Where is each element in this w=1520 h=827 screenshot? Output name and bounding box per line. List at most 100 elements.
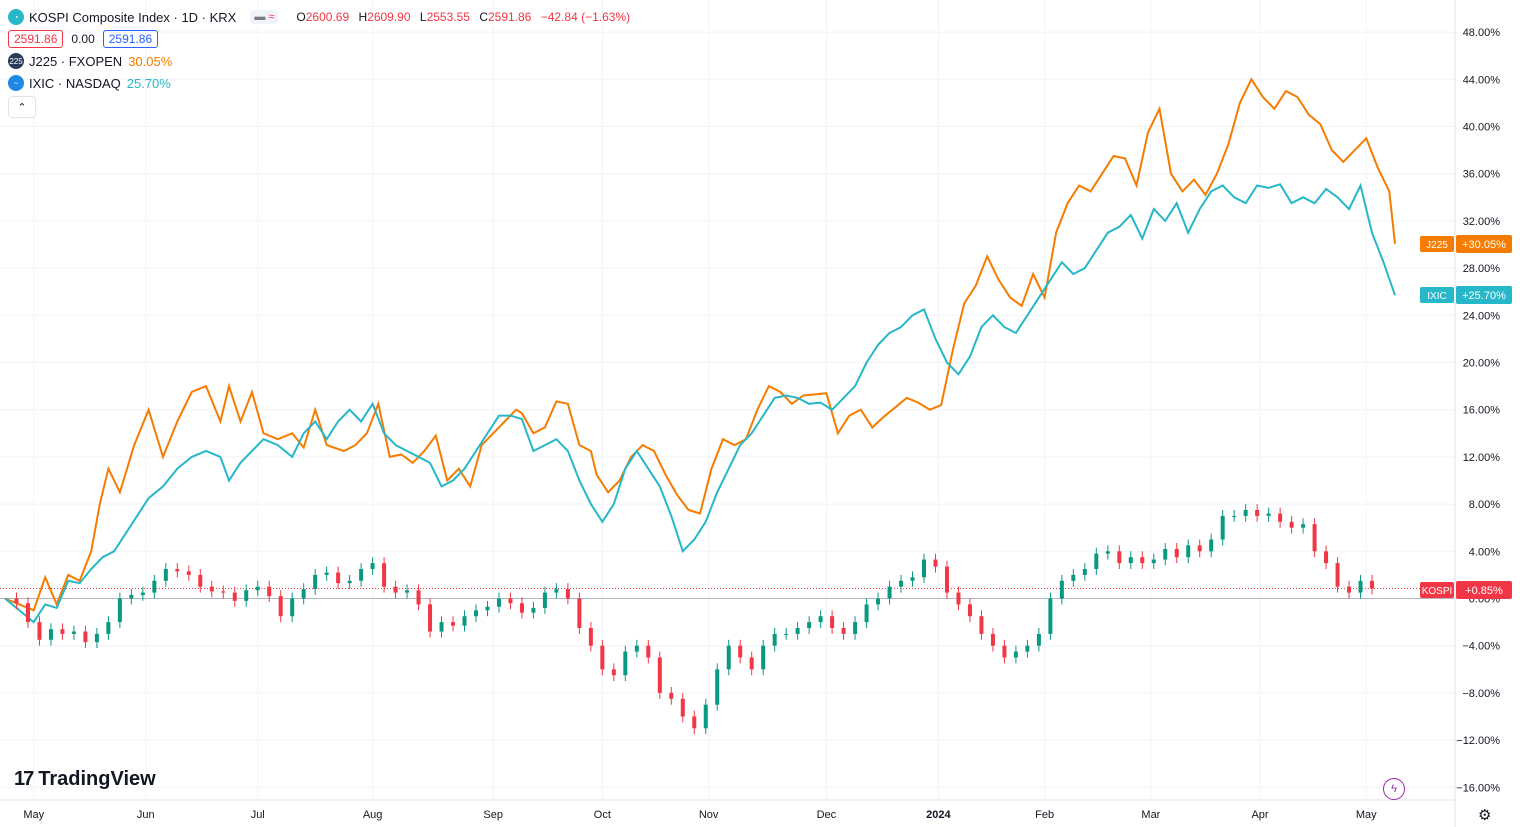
candle-body [405, 590, 410, 593]
x-tick-label: May [1356, 809, 1377, 821]
y-tick-label: 24.00% [1463, 310, 1501, 322]
candle-body [1151, 559, 1156, 564]
x-tick-label: Jun [137, 809, 155, 821]
candle-body [588, 628, 593, 646]
candle-body [646, 645, 651, 658]
candle-body [175, 569, 180, 572]
candle-body [1220, 515, 1225, 540]
price-tag-name: IXIC [1427, 291, 1446, 302]
candle-body [186, 571, 191, 575]
candle-body [967, 604, 972, 617]
visibility-toggle[interactable]: ▬ ≈ [250, 10, 279, 24]
ixic-name: IXIC · NASDAQ [29, 75, 121, 91]
candle-body [910, 577, 915, 581]
candle-body [864, 604, 869, 623]
candle-body [611, 669, 616, 676]
symbol-title[interactable]: KOSPI Composite Index · 1D · KRX [29, 9, 237, 25]
candle-body [680, 698, 685, 717]
candle-body [1197, 545, 1202, 552]
candle-body [657, 657, 662, 693]
candle-body [244, 590, 249, 601]
ixic-icon: ~ [8, 75, 24, 91]
price-tag-kospi: KOSPI +0.85% [1420, 581, 1512, 599]
tradingview-logo[interactable]: 17 TradingView [14, 768, 156, 791]
candle-body [542, 592, 547, 608]
candle-body [485, 606, 490, 611]
x-tick-label: May [23, 809, 44, 821]
logo-text: TradingView [38, 768, 156, 790]
candle-body [623, 651, 628, 676]
j225-name: J225 · FXOPEN [29, 53, 123, 69]
compare-row-j225[interactable]: 225 J225 · FXOPEN 30.05% [8, 50, 636, 72]
tradingview-logo-icon: 17 [14, 768, 34, 790]
candle-body [359, 569, 364, 581]
candle-body [1128, 557, 1133, 564]
candle-body [577, 598, 582, 628]
candle-body [1358, 580, 1363, 593]
y-tick-label: 32.00% [1463, 216, 1501, 228]
price-tag-symbol [1420, 236, 1454, 252]
price-tag-value: +25.70% [1462, 290, 1506, 302]
candle-body [830, 616, 835, 628]
y-tick-label: 36.00% [1463, 169, 1501, 181]
y-tick-label: −8.00% [1462, 688, 1500, 700]
candle-body [784, 633, 789, 635]
y-tick-label: −16.00% [1456, 782, 1500, 794]
collapse-legend-button[interactable]: ⌃ [8, 96, 36, 118]
candle-body [129, 594, 134, 599]
candle-body [772, 633, 777, 646]
ask-price[interactable]: 2591.86 [102, 30, 159, 48]
candle-body [439, 622, 444, 632]
candle-body [669, 692, 674, 699]
candle-body [1324, 551, 1329, 564]
x-tick-label: Aug [363, 809, 383, 821]
series-line-ixic [4, 182, 1396, 624]
candle-body [887, 586, 892, 599]
price-tag-symbol [1420, 582, 1454, 598]
candle-body [1071, 574, 1076, 581]
candle-body [232, 592, 237, 601]
candle-body [1266, 513, 1271, 516]
candle-body [933, 559, 938, 567]
candle-body [152, 580, 157, 593]
candle-body [634, 645, 639, 652]
bid-price[interactable]: 2591.86 [8, 30, 64, 48]
price-tag-name: KOSPI [1422, 586, 1453, 597]
x-tick-label: Sep [483, 809, 503, 821]
change-value: −42.84 (−1.63%) [540, 10, 631, 24]
candle-body [1002, 645, 1007, 658]
candle-body [48, 629, 53, 640]
candle-body [1186, 545, 1191, 558]
candle-body [703, 704, 708, 729]
candle-body [565, 589, 570, 599]
chevron-up-icon: ⌃ [17, 101, 27, 114]
candle-body [841, 628, 846, 634]
price-tag-value: +0.85% [1465, 585, 1503, 597]
candle-body [163, 569, 168, 581]
candle-body [1094, 553, 1099, 569]
compare-row-ixic[interactable]: ~ IXIC · NASDAQ 25.70% [8, 72, 636, 94]
candle-body [761, 645, 766, 670]
price-tag-box [1456, 581, 1512, 599]
close-value: 2591.86 [487, 10, 532, 24]
candle-body [451, 622, 456, 626]
y-tick-label: −12.00% [1456, 735, 1500, 747]
gear-icon[interactable]: ⚙ [1478, 807, 1492, 824]
candle-body [554, 589, 559, 593]
y-tick-label: 44.00% [1463, 74, 1501, 86]
candle-body [876, 598, 881, 605]
candle-body [209, 586, 214, 592]
price-tag-name: J225 [1426, 240, 1448, 251]
candle-body [94, 633, 99, 643]
candle-body [370, 563, 375, 569]
candle-body [336, 572, 341, 584]
y-tick-label: 28.00% [1463, 263, 1501, 275]
y-tick-label: 8.00% [1469, 499, 1500, 511]
candle-body [1243, 510, 1248, 516]
flash-icon[interactable]: ϟ [1383, 778, 1405, 800]
candle-body [807, 622, 812, 628]
candle-body [738, 645, 743, 658]
candle-body [278, 596, 283, 617]
y-tick-label: 12.00% [1463, 452, 1501, 464]
